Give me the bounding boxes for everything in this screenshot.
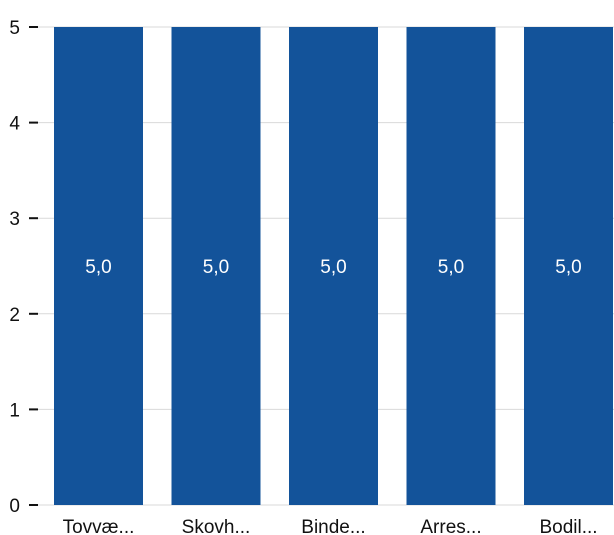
y-tick-label: 4 — [9, 114, 20, 135]
bar-data-labels: 5,0 5,0 5,0 5,0 5,0 — [85, 257, 581, 278]
bar-data-label: 5,0 — [85, 257, 111, 278]
y-tick-label: 0 — [9, 496, 20, 517]
bar-data-label: 5,0 — [203, 257, 229, 278]
bar-data-label: 5,0 — [555, 257, 581, 278]
x-tick-label: Binde... — [301, 517, 365, 535]
bars — [54, 27, 613, 505]
bar — [406, 27, 496, 505]
bar — [524, 27, 613, 505]
bar — [171, 27, 261, 505]
y-tick-label: 2 — [9, 305, 20, 326]
bar — [289, 27, 378, 505]
y-tick-label: 5 — [9, 18, 20, 39]
x-tick-label: Arres... — [420, 517, 481, 535]
bar — [54, 27, 143, 505]
y-tick-label: 1 — [9, 400, 20, 421]
x-tick-label: Skovh... — [182, 517, 251, 535]
x-axis-labels: Tovvæ... Skovh... Binde... Arres... Bodil... — [63, 517, 598, 535]
y-tick-label: 3 — [9, 209, 20, 230]
y-axis: 0 1 2 3 4 5 — [9, 18, 38, 517]
bar-data-label: 5,0 — [320, 257, 346, 278]
x-tick-label: Tovvæ... — [63, 517, 135, 535]
bar-data-label: 5,0 — [438, 257, 464, 278]
x-tick-label: Bodil... — [539, 517, 597, 535]
